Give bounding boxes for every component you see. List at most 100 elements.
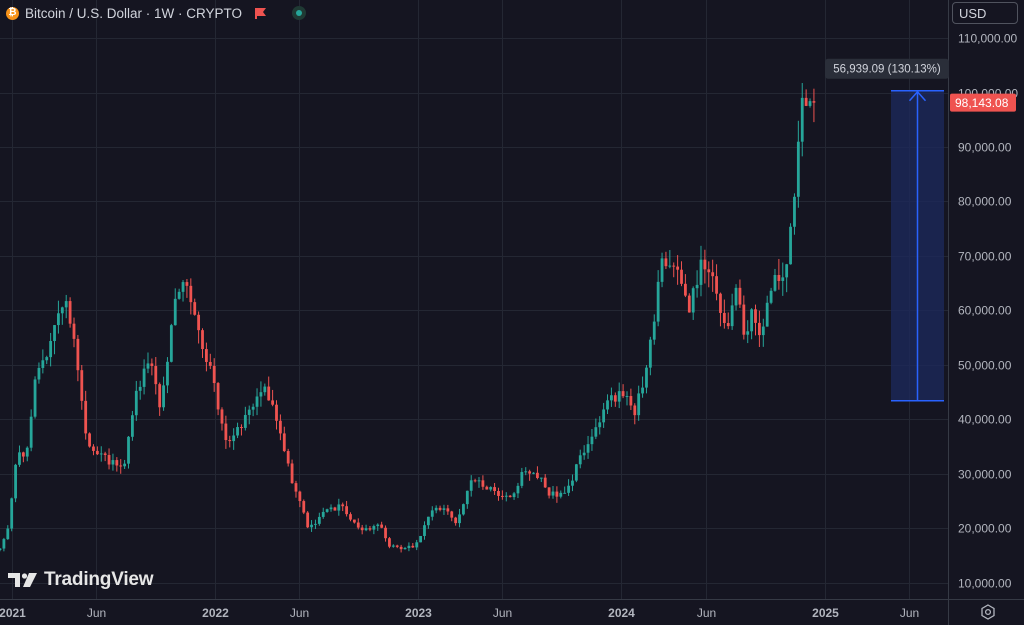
candle[interactable] bbox=[275, 400, 278, 430]
candle[interactable] bbox=[232, 428, 236, 450]
candle[interactable] bbox=[321, 507, 325, 519]
candle[interactable] bbox=[707, 261, 711, 288]
candle[interactable] bbox=[208, 353, 212, 370]
candle[interactable] bbox=[676, 255, 680, 285]
candle[interactable] bbox=[352, 519, 356, 524]
candle[interactable] bbox=[450, 510, 454, 522]
candle[interactable] bbox=[185, 279, 189, 298]
candle[interactable] bbox=[680, 261, 683, 287]
currency-select[interactable]: USD bbox=[952, 2, 1018, 24]
candle[interactable] bbox=[645, 365, 648, 394]
settings-icon[interactable] bbox=[980, 604, 996, 620]
candle[interactable] bbox=[446, 504, 450, 515]
candle[interactable] bbox=[567, 479, 570, 496]
candle[interactable] bbox=[177, 288, 181, 300]
candle[interactable] bbox=[547, 487, 551, 499]
candle[interactable] bbox=[500, 490, 504, 500]
candle[interactable] bbox=[127, 436, 130, 469]
candle[interactable] bbox=[345, 500, 349, 517]
candle[interactable] bbox=[267, 376, 271, 401]
candle[interactable] bbox=[571, 474, 574, 492]
candle[interactable] bbox=[512, 491, 516, 500]
candle[interactable] bbox=[796, 120, 800, 208]
candle[interactable] bbox=[290, 459, 294, 484]
candle[interactable] bbox=[388, 537, 391, 549]
candle[interactable] bbox=[469, 475, 473, 497]
candle[interactable] bbox=[434, 505, 438, 514]
candle[interactable] bbox=[236, 422, 239, 439]
candle[interactable] bbox=[504, 492, 508, 502]
candle[interactable] bbox=[92, 444, 95, 456]
candle[interactable] bbox=[481, 475, 485, 490]
candle[interactable] bbox=[703, 249, 707, 284]
candle[interactable] bbox=[33, 376, 37, 419]
candle[interactable] bbox=[485, 485, 489, 490]
candle[interactable] bbox=[158, 382, 162, 416]
candle[interactable] bbox=[532, 472, 535, 475]
candle[interactable] bbox=[212, 358, 216, 392]
candle[interactable] bbox=[372, 524, 376, 535]
candle[interactable] bbox=[660, 252, 664, 288]
candle[interactable] bbox=[329, 504, 333, 512]
candle[interactable] bbox=[115, 457, 119, 472]
candle[interactable] bbox=[804, 89, 808, 107]
candle[interactable] bbox=[777, 258, 781, 290]
candle[interactable] bbox=[189, 278, 193, 315]
candle[interactable] bbox=[582, 445, 586, 460]
candle[interactable] bbox=[380, 521, 384, 529]
candle[interactable] bbox=[57, 300, 60, 334]
candle[interactable] bbox=[559, 490, 563, 499]
candle[interactable] bbox=[438, 505, 442, 512]
candle[interactable] bbox=[793, 193, 796, 235]
candle[interactable] bbox=[687, 293, 691, 313]
candle[interactable] bbox=[403, 546, 407, 550]
candle[interactable] bbox=[691, 286, 695, 320]
candle[interactable] bbox=[263, 383, 267, 396]
candle[interactable] bbox=[598, 416, 602, 435]
candle[interactable] bbox=[166, 357, 169, 394]
candle[interactable] bbox=[131, 410, 134, 441]
time-axis[interactable]: 2021 Jun 2022 Jun 2023 Jun 2024 Jun 2025 Jun bbox=[0, 606, 919, 620]
candle[interactable] bbox=[442, 504, 446, 515]
candle[interactable] bbox=[555, 486, 559, 503]
candle[interactable] bbox=[119, 459, 123, 474]
candle[interactable] bbox=[610, 387, 613, 407]
candle[interactable] bbox=[812, 88, 816, 123]
candle[interactable] bbox=[711, 259, 715, 292]
candle[interactable] bbox=[508, 494, 512, 498]
candle[interactable] bbox=[251, 403, 255, 417]
candle[interactable] bbox=[738, 279, 742, 308]
candle[interactable] bbox=[150, 358, 154, 376]
candle[interactable] bbox=[754, 304, 757, 336]
candle[interactable] bbox=[617, 382, 621, 409]
candle[interactable] bbox=[578, 449, 582, 469]
candle[interactable] bbox=[757, 310, 761, 347]
candle[interactable] bbox=[314, 519, 317, 530]
candle[interactable] bbox=[497, 487, 500, 501]
candle[interactable] bbox=[325, 508, 329, 513]
candle[interactable] bbox=[224, 415, 228, 449]
candle[interactable] bbox=[656, 270, 660, 327]
candle[interactable] bbox=[458, 508, 461, 528]
candle[interactable] bbox=[341, 502, 345, 512]
candle[interactable] bbox=[0, 548, 2, 552]
candle[interactable] bbox=[419, 535, 422, 543]
candle[interactable] bbox=[302, 499, 306, 515]
candle[interactable] bbox=[103, 451, 107, 462]
candle[interactable] bbox=[21, 451, 25, 463]
candle[interactable] bbox=[310, 520, 313, 532]
candle[interactable] bbox=[399, 544, 403, 553]
candle[interactable] bbox=[333, 506, 337, 511]
candle[interactable] bbox=[271, 389, 275, 407]
candle[interactable] bbox=[672, 262, 676, 278]
candle[interactable] bbox=[317, 512, 321, 526]
candle[interactable] bbox=[25, 446, 29, 462]
candle[interactable] bbox=[162, 376, 165, 411]
tradingview-watermark[interactable]: TradingView bbox=[8, 568, 154, 592]
candle[interactable] bbox=[621, 384, 625, 399]
candle[interactable] bbox=[613, 392, 617, 407]
candle[interactable] bbox=[356, 518, 360, 530]
candle[interactable] bbox=[349, 512, 352, 522]
candle[interactable] bbox=[430, 506, 434, 521]
